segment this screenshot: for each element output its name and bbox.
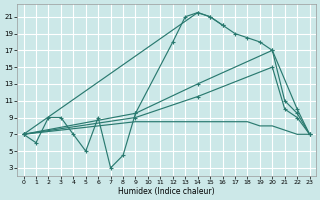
X-axis label: Humidex (Indice chaleur): Humidex (Indice chaleur) <box>118 187 215 196</box>
